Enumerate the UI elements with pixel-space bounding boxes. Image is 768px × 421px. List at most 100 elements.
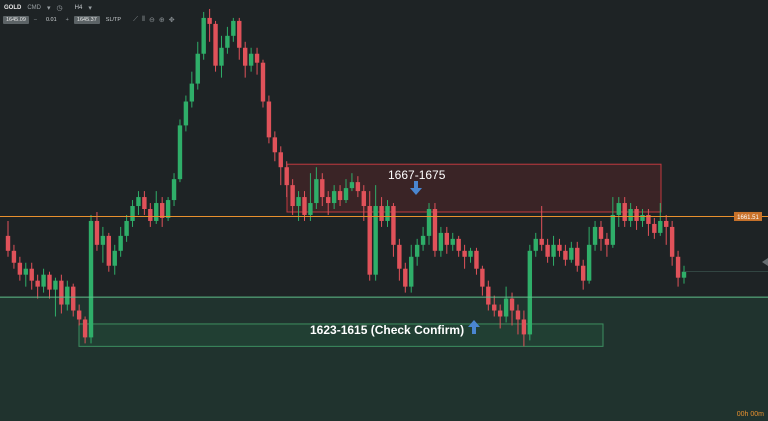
candle-bull [569, 247, 574, 260]
candle-bear [497, 310, 503, 317]
candle-bear [604, 238, 610, 245]
sell-zone-label: 1667-1675 [388, 168, 446, 182]
candle-bull [426, 209, 432, 236]
chevron-down-icon[interactable]: ▾ [47, 5, 51, 12]
clock-icon[interactable]: ◷ [56, 5, 63, 12]
candle-bear [47, 274, 52, 290]
candle-bull [248, 53, 254, 66]
candle-bear [563, 250, 568, 260]
candle-bear [403, 268, 408, 287]
candle-bull [165, 200, 171, 218]
candle-bear [355, 182, 361, 192]
candle-bear [397, 244, 402, 269]
candle-bear [462, 250, 467, 257]
candle-bull [231, 20, 236, 36]
crosshair-icon[interactable]: ✥ [168, 16, 175, 24]
candle-bear [509, 298, 515, 311]
candle-bear [580, 265, 586, 281]
candle-bull [296, 197, 301, 207]
candle-bear [302, 197, 307, 215]
candle-bear [391, 206, 396, 245]
trade-bar: 1645.09 – 0.01 + 1645.37 SL/TP ⟋ ⫴ ⊖ ⊕ ✥ [3, 15, 175, 24]
candle-bull [171, 179, 177, 201]
candle-bull [640, 214, 645, 221]
candle-bull [658, 220, 663, 233]
arrow-down-icon [410, 181, 422, 195]
candle-bull [314, 179, 319, 204]
candle-bull [468, 250, 473, 257]
candle-bull [586, 244, 592, 281]
candle-bear [284, 167, 289, 186]
candle-bull [308, 203, 313, 215]
lot-decrease-button[interactable]: – [33, 16, 37, 23]
lot-increase-button[interactable]: + [65, 16, 69, 23]
candle-bull [195, 53, 200, 84]
candle-bull [130, 206, 135, 221]
candle-bear [71, 286, 76, 311]
candle-bull [592, 226, 598, 245]
candle-bull [527, 250, 533, 335]
candle-bear [213, 23, 218, 66]
candle-bear [675, 256, 681, 278]
chevron-down-icon[interactable]: ▾ [88, 5, 92, 12]
candle-bear [379, 206, 384, 221]
candle-bear [82, 319, 88, 338]
candle-bear [272, 137, 278, 153]
candle-bear [148, 209, 153, 221]
candle-bull [450, 238, 455, 245]
candle-bull [88, 220, 94, 338]
sell-price-button[interactable]: 1645.09 [3, 15, 29, 24]
lot-size-input[interactable]: 0.01 [45, 16, 57, 23]
buy-price-button[interactable]: 1645.37 [73, 15, 100, 24]
candle-bear [367, 206, 372, 275]
candle-timer: 00h 00m [736, 411, 764, 418]
candle-bull [409, 256, 414, 287]
candle-bear [486, 286, 491, 305]
candle-bear [432, 209, 438, 251]
candle-bear [664, 220, 669, 227]
candle-bear [35, 280, 40, 287]
candle-bear [5, 235, 11, 251]
symbol-category: CMD [27, 5, 42, 11]
candle-bull [65, 286, 70, 305]
timeframe-selector[interactable]: H4 [74, 5, 83, 11]
zoom-in-icon[interactable]: ⊕ [158, 16, 165, 24]
candle-bull [628, 209, 633, 221]
candle-bear [242, 47, 248, 66]
candle-bear [634, 209, 639, 221]
candle-bull [438, 232, 444, 251]
sltp-button[interactable]: SL/TP [105, 16, 122, 23]
candle-bear [646, 214, 651, 224]
symbol-header: GOLD CMD ▾ ◷ H4 ▾ [4, 3, 92, 13]
indicators-icon[interactable]: ⫴ [141, 15, 145, 23]
candle-bull [414, 244, 420, 257]
candle-bear [456, 238, 461, 251]
candle-bear [59, 280, 64, 305]
candle-bull [533, 238, 538, 251]
candle-bull [420, 235, 426, 245]
candle-bull [551, 244, 556, 257]
candle-bull [616, 203, 621, 215]
candle-bear [207, 17, 212, 24]
candle-bear [326, 197, 331, 204]
candle-bear [106, 235, 112, 266]
symbol-name[interactable]: GOLD [4, 5, 22, 11]
candle-bear [444, 232, 450, 245]
candle-bull [225, 35, 230, 48]
candle-bear [237, 20, 242, 48]
price-scale-handle[interactable] [762, 258, 768, 266]
candle-bear [320, 179, 325, 198]
candle-bear [575, 247, 580, 266]
candle-bear [11, 250, 17, 263]
line-chart-icon[interactable]: ⟋ [133, 15, 138, 23]
candle-bull [23, 268, 28, 275]
candle-bull [349, 182, 355, 189]
candles-layer [5, 8, 687, 347]
zoom-out-icon[interactable]: ⊖ [148, 16, 155, 24]
candle-bear [361, 191, 366, 207]
candle-bull [154, 203, 159, 221]
candle-bear [142, 197, 147, 210]
candle-bull [373, 206, 378, 275]
candle-bull [183, 101, 189, 126]
